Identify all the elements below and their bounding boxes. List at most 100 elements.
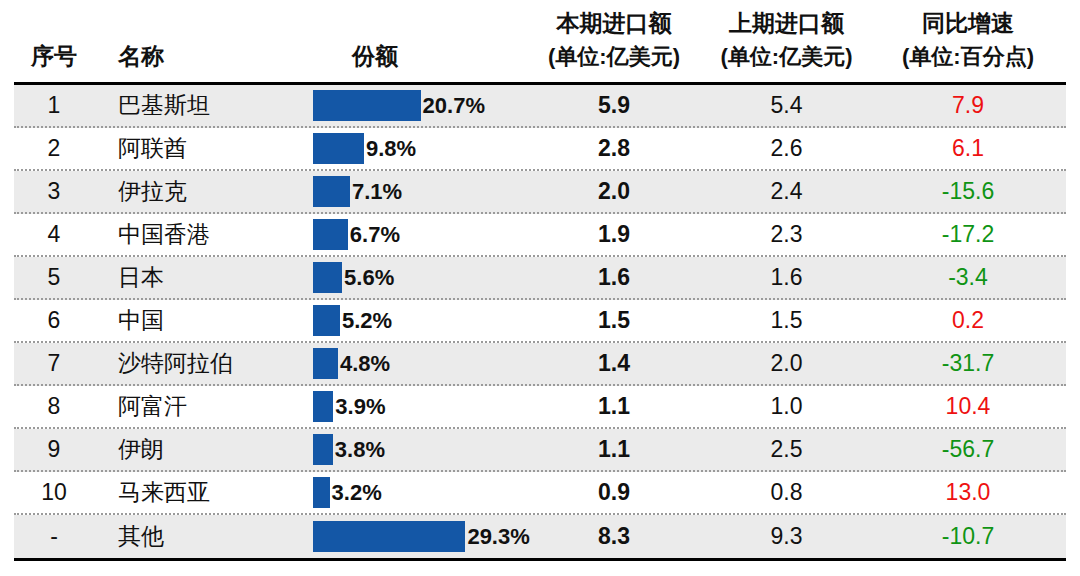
previous-import-cell: 1.6 [689, 264, 884, 291]
yoy-growth-cell: -31.7 [884, 350, 1066, 377]
share-bar [313, 477, 330, 508]
share-value: 3.8% [335, 437, 385, 463]
previous-import-cell: 2.0 [689, 350, 884, 377]
name-cell: 中国 [94, 305, 309, 336]
share-value: 5.6% [344, 265, 394, 291]
table-row: 9 伊朗 3.8% 1.1 2.5 -56.7 [14, 429, 1066, 472]
yoy-growth-cell: 10.4 [884, 393, 1066, 420]
previous-import-cell: 2.5 [689, 436, 884, 463]
share-cell: 3.2% [309, 477, 539, 508]
header-yoy-growth-unit: (单位:百分点) [884, 40, 1052, 73]
table-header-row: 序号 名称 份额 本期进口额 (单位:亿美元) 上期进口额 (单位:亿美元) 同… [14, 0, 1066, 85]
name-cell: 伊拉克 [94, 176, 309, 207]
rank-cell: 8 [14, 393, 94, 420]
share-value: 5.2% [342, 308, 392, 334]
header-name: 名称 [94, 40, 309, 82]
share-bar [313, 176, 350, 207]
table-row: 7 沙特阿拉伯 4.8% 1.4 2.0 -31.7 [14, 343, 1066, 386]
name-cell: 伊朗 [94, 434, 309, 465]
share-bar [313, 262, 342, 293]
share-cell: 4.8% [309, 348, 539, 379]
header-share: 份额 [309, 40, 539, 82]
current-import-cell: 5.9 [539, 92, 689, 119]
share-value: 6.7% [350, 222, 400, 248]
share-bar [313, 90, 421, 121]
yoy-growth-cell: 13.0 [884, 479, 1066, 506]
header-previous-import-title: 上期进口额 [689, 7, 884, 40]
current-import-cell: 8.3 [539, 523, 689, 550]
share-cell: 6.7% [309, 219, 539, 250]
share-cell: 20.7% [309, 90, 539, 121]
current-import-cell: 2.8 [539, 135, 689, 162]
rank-cell: 1 [14, 92, 94, 119]
share-cell: 29.3% [309, 521, 539, 552]
table-row: 1 巴基斯坦 20.7% 5.9 5.4 7.9 [14, 85, 1066, 128]
table-row: 8 阿富汗 3.9% 1.1 1.0 10.4 [14, 386, 1066, 429]
table-row: 2 阿联酋 9.8% 2.8 2.6 6.1 [14, 128, 1066, 171]
import-ranking-table: 序号 名称 份额 本期进口额 (单位:亿美元) 上期进口额 (单位:亿美元) 同… [14, 0, 1066, 561]
share-value: 20.7% [423, 93, 485, 119]
table-row: 6 中国 5.2% 1.5 1.5 0.2 [14, 300, 1066, 343]
header-rank: 序号 [14, 40, 94, 82]
rank-cell: - [14, 523, 94, 550]
previous-import-cell: 9.3 [689, 523, 884, 550]
rank-cell: 5 [14, 264, 94, 291]
share-value: 3.2% [332, 480, 382, 506]
current-import-cell: 1.4 [539, 350, 689, 377]
previous-import-cell: 2.3 [689, 221, 884, 248]
table-row: 3 伊拉克 7.1% 2.0 2.4 -15.6 [14, 171, 1066, 214]
share-cell: 5.6% [309, 262, 539, 293]
name-cell: 巴基斯坦 [94, 90, 309, 121]
share-bar [313, 219, 348, 250]
rank-cell: 7 [14, 350, 94, 377]
rank-cell: 4 [14, 221, 94, 248]
current-import-cell: 1.1 [539, 436, 689, 463]
name-cell: 马来西亚 [94, 477, 309, 508]
yoy-growth-cell: -17.2 [884, 221, 1066, 248]
share-value: 4.8% [340, 351, 390, 377]
rank-cell: 10 [14, 479, 94, 506]
share-cell: 3.9% [309, 391, 539, 422]
share-cell: 3.8% [309, 434, 539, 465]
share-bar [313, 305, 340, 336]
rank-cell: 2 [14, 135, 94, 162]
previous-import-cell: 1.0 [689, 393, 884, 420]
share-bar [313, 434, 333, 465]
header-previous-import-unit: (单位:亿美元) [689, 40, 884, 73]
share-cell: 7.1% [309, 176, 539, 207]
current-import-cell: 1.5 [539, 307, 689, 334]
share-value: 7.1% [352, 179, 402, 205]
yoy-growth-cell: 7.9 [884, 92, 1066, 119]
name-cell: 其他 [94, 521, 309, 552]
rank-cell: 6 [14, 307, 94, 334]
share-cell: 9.8% [309, 133, 539, 164]
rank-cell: 9 [14, 436, 94, 463]
previous-import-cell: 2.4 [689, 178, 884, 205]
yoy-growth-cell: -15.6 [884, 178, 1066, 205]
name-cell: 中国香港 [94, 219, 309, 250]
header-current-import-title: 本期进口额 [539, 7, 689, 40]
header-previous-import: 上期进口额 (单位:亿美元) [689, 7, 884, 82]
yoy-growth-cell: 0.2 [884, 307, 1066, 334]
current-import-cell: 1.6 [539, 264, 689, 291]
header-yoy-growth: 同比增速 (单位:百分点) [884, 7, 1066, 82]
previous-import-cell: 0.8 [689, 479, 884, 506]
current-import-cell: 1.9 [539, 221, 689, 248]
table-row: 4 中国香港 6.7% 1.9 2.3 -17.2 [14, 214, 1066, 257]
header-current-import-unit: (单位:亿美元) [539, 40, 689, 73]
share-value: 9.8% [366, 136, 416, 162]
share-value: 3.9% [335, 394, 385, 420]
yoy-growth-cell: -10.7 [884, 523, 1066, 550]
yoy-growth-cell: 6.1 [884, 135, 1066, 162]
table-row: - 其他 29.3% 8.3 9.3 -10.7 [14, 515, 1066, 558]
share-bar [313, 391, 333, 422]
yoy-growth-cell: -3.4 [884, 264, 1066, 291]
rank-cell: 3 [14, 178, 94, 205]
share-bar [313, 521, 465, 552]
header-current-import: 本期进口额 (单位:亿美元) [539, 7, 689, 82]
current-import-cell: 2.0 [539, 178, 689, 205]
name-cell: 阿富汗 [94, 391, 309, 422]
share-bar [313, 133, 364, 164]
header-yoy-growth-title: 同比增速 [884, 7, 1052, 40]
previous-import-cell: 1.5 [689, 307, 884, 334]
